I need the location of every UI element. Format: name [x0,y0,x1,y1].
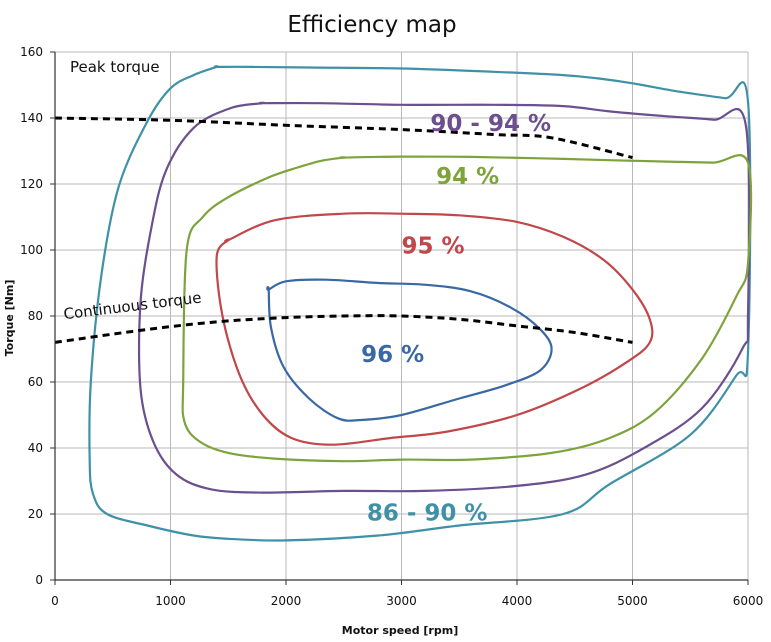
tick-labels: 0 1000 2000 3000 4000 5000 6000 0 20 40 60 80 100 120… [20,45,763,608]
region-label-95: 95 % [402,233,465,259]
region-label-94: 94 % [436,164,499,190]
y-tick-label: 60 [28,375,43,389]
region-label-90-94: 90 - 94 % [430,111,551,137]
y-axis-title: Torque [Nm] [3,280,16,357]
x-tick-label: 3000 [386,594,417,608]
y-tick-label: 160 [20,45,43,59]
y-tick-label: 100 [20,243,43,257]
y-tick-label: 80 [28,309,43,323]
region-label-86-90: 86 - 90 % [367,501,488,527]
x-tick-label: 2000 [271,594,302,608]
y-tick-label: 0 [35,573,43,587]
y-tick-label: 140 [20,111,43,125]
y-tick-label: 40 [28,441,43,455]
x-axis-title: Motor speed [rpm] [342,624,458,637]
contours [88,65,753,542]
efficiency-contour-3 [181,154,753,463]
efficiency-contour-1 [88,65,752,542]
x-tick-label: 0 [51,594,59,608]
x-tick-label: 6000 [733,594,764,608]
region-label-96: 96 % [361,342,424,368]
continuous-torque-curve [54,314,633,344]
peak-torque-curve [54,116,633,160]
y-tick-label: 120 [20,177,43,191]
x-tick-label: 4000 [502,594,533,608]
chart-title: Efficiency map [287,12,456,38]
annotation-peak-torque: Peak torque [70,58,160,76]
axes [50,51,749,585]
y-tick-label: 20 [28,507,43,521]
efficiency-contour-5 [266,278,553,422]
efficiency-contour-4 [215,212,654,446]
torque-curves [54,116,633,344]
x-tick-label: 5000 [617,594,648,608]
efficiency-contour-2 [137,101,751,494]
x-tick-label: 1000 [155,594,186,608]
annotation-continuous-torque: Continuous torque [63,288,203,323]
